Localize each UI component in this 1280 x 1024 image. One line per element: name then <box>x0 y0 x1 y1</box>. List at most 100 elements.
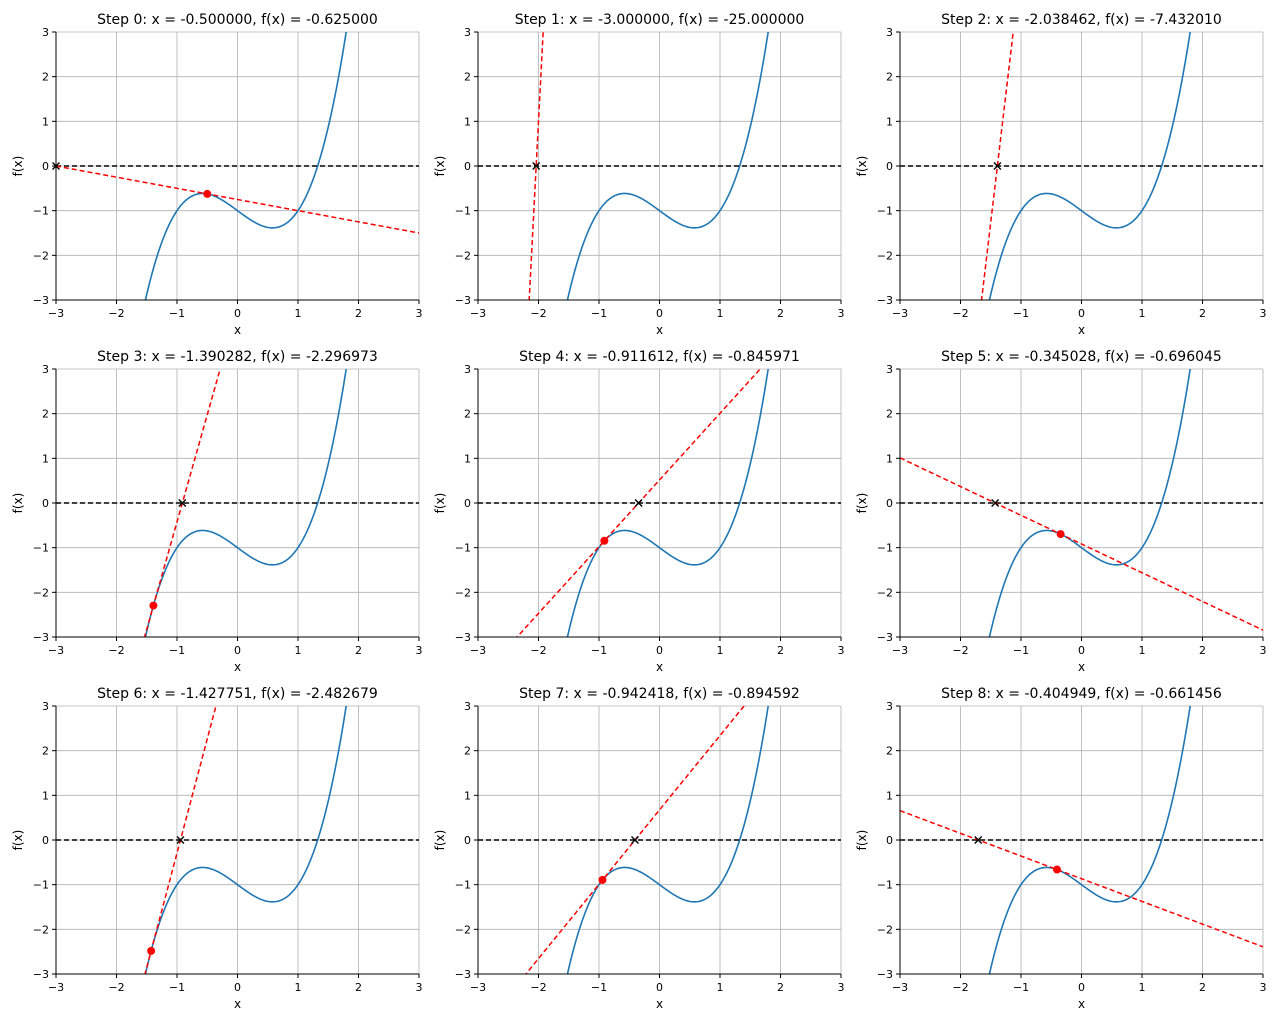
y-tick-label: −3 <box>455 968 471 981</box>
current-point-marker <box>598 875 607 884</box>
y-tick-label: −2 <box>877 586 893 599</box>
next-x-marker <box>991 499 1000 507</box>
subplot-title: Step 5: x = -0.345028, f(x) = -0.696045 <box>941 349 1222 365</box>
y-tick-label: −2 <box>33 923 49 936</box>
x-tick-label: 1 <box>295 644 302 657</box>
x-tick-label: 0 <box>656 644 663 657</box>
x-tick-label: 1 <box>1139 981 1146 994</box>
x-tick-label: −1 <box>591 644 607 657</box>
x-tick-label: −3 <box>470 307 486 320</box>
y-axis-label: f(x) <box>11 830 25 851</box>
y-tick-label: −1 <box>455 879 471 892</box>
x-axis-label: x <box>234 323 241 337</box>
y-tick-label: 2 <box>886 71 893 84</box>
subplot-step-8: −3 −2 −1 0 1 2 3 −3 −2 −1 0 1 2 3 x f(x) Step 8: x = -0.… <box>855 686 1267 1011</box>
y-tick-label: −2 <box>455 249 471 262</box>
x-tick-label: 0 <box>234 307 241 320</box>
y-tick-label: 3 <box>886 700 893 713</box>
x-tick-label: 0 <box>656 981 663 994</box>
x-tick-label: −1 <box>591 981 607 994</box>
x-tick-label: −1 <box>169 307 185 320</box>
x-tick-label: 0 <box>656 307 663 320</box>
x-tick-label: 0 <box>234 644 241 657</box>
next-x-marker <box>634 499 643 507</box>
subplot-step-3: −3 −2 −1 0 1 2 3 −3 −2 −1 0 1 2 3 x f(x) Step 3: x = -1.… <box>11 349 423 674</box>
y-axis-label: f(x) <box>855 156 869 177</box>
next-x-marker <box>532 162 541 170</box>
x-tick-label: −2 <box>530 307 546 320</box>
subplot-step-4: −3 −2 −1 0 1 2 3 −3 −2 −1 0 1 2 3 x f(x) Step 4: x = -0.… <box>433 349 845 674</box>
y-tick-label: 2 <box>42 408 49 421</box>
y-axis-label: f(x) <box>855 830 869 851</box>
x-tick-label: 2 <box>777 307 784 320</box>
y-tick-label: 1 <box>42 789 49 802</box>
y-tick-label: 1 <box>42 115 49 128</box>
x-tick-label: 2 <box>355 644 362 657</box>
subplot-step-6: −3 −2 −1 0 1 2 3 −3 −2 −1 0 1 2 3 x f(x) Step 6: x = -1.… <box>11 686 423 1011</box>
subplot-step-7: −3 −2 −1 0 1 2 3 −3 −2 −1 0 1 2 3 x f(x) Step 7: x = -0.… <box>433 686 845 1011</box>
subplot-title: Step 1: x = -3.000000, f(x) = -25.000000 <box>515 12 805 28</box>
y-tick-label: −3 <box>877 631 893 644</box>
x-tick-label: −3 <box>48 307 64 320</box>
function-curve <box>566 32 769 300</box>
function-curve <box>144 32 347 300</box>
x-tick-label: −1 <box>1013 981 1029 994</box>
x-tick-label: −3 <box>48 981 64 994</box>
y-tick-label: 0 <box>886 497 893 510</box>
y-tick-label: 3 <box>886 26 893 39</box>
x-tick-label: 2 <box>1199 644 1206 657</box>
subplot-step-1: −3 −2 −1 0 1 2 3 −3 −2 −1 0 1 2 3 x f(x) Step 1: x = -3.… <box>433 12 845 337</box>
y-axis-label: f(x) <box>433 493 447 514</box>
subplot-title: Step 7: x = -0.942418, f(x) = -0.894592 <box>519 686 800 702</box>
x-tick-label: −1 <box>1013 307 1029 320</box>
x-tick-label: −2 <box>530 981 546 994</box>
x-tick-label: 2 <box>355 981 362 994</box>
y-axis-label: f(x) <box>855 493 869 514</box>
y-tick-label: −2 <box>455 923 471 936</box>
function-curve <box>988 369 1191 637</box>
y-tick-label: 2 <box>42 71 49 84</box>
function-curve <box>144 706 347 974</box>
y-tick-label: −1 <box>455 205 471 218</box>
subplot-title: Step 6: x = -1.427751, f(x) = -2.482679 <box>97 686 378 702</box>
subplot-step-0: −3 −2 −1 0 1 2 3 −3 −2 −1 0 1 2 3 x f(x) Step 0: x = -0.… <box>11 12 423 337</box>
x-tick-label: −3 <box>892 981 908 994</box>
x-tick-label: −2 <box>108 981 124 994</box>
y-axis-label: f(x) <box>433 156 447 177</box>
current-point-marker <box>149 601 158 610</box>
x-tick-label: 1 <box>295 981 302 994</box>
function-curve <box>988 706 1191 974</box>
x-axis-label: x <box>1078 660 1085 674</box>
subplot-title: Step 8: x = -0.404949, f(x) = -0.661456 <box>941 686 1222 702</box>
x-tick-label: 1 <box>1139 307 1146 320</box>
current-point-marker <box>600 536 609 545</box>
x-tick-label: 1 <box>1139 644 1146 657</box>
y-tick-label: −1 <box>877 205 893 218</box>
current-point-marker <box>1056 530 1065 539</box>
y-tick-label: 3 <box>464 26 471 39</box>
y-tick-label: −2 <box>455 586 471 599</box>
subplot-title: Step 0: x = -0.500000, f(x) = -0.625000 <box>97 12 378 28</box>
x-axis-label: x <box>234 660 241 674</box>
x-tick-label: 3 <box>416 307 423 320</box>
y-tick-label: 0 <box>42 834 49 847</box>
y-axis-label: f(x) <box>11 493 25 514</box>
x-tick-label: 1 <box>717 307 724 320</box>
y-tick-label: −2 <box>33 586 49 599</box>
x-tick-label: −2 <box>952 307 968 320</box>
x-tick-label: −3 <box>48 644 64 657</box>
y-tick-label: 1 <box>886 115 893 128</box>
x-tick-label: −3 <box>892 307 908 320</box>
x-tick-label: 3 <box>1260 981 1267 994</box>
tangent-line <box>56 165 419 234</box>
y-tick-label: 1 <box>886 789 893 802</box>
y-tick-label: 3 <box>464 363 471 376</box>
tangent-line <box>900 457 1263 631</box>
function-curve <box>566 706 769 974</box>
y-tick-label: 2 <box>464 408 471 421</box>
x-tick-label: 3 <box>1260 644 1267 657</box>
plot-area <box>900 706 1263 974</box>
x-tick-label: 2 <box>355 307 362 320</box>
y-tick-label: 0 <box>464 497 471 510</box>
x-tick-label: 2 <box>1199 307 1206 320</box>
